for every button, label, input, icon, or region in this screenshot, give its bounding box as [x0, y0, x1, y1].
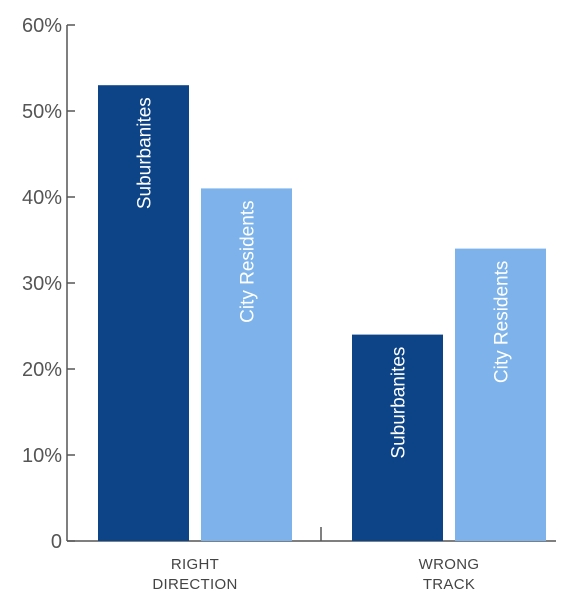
bar-city-residents-wrong-track — [455, 248, 546, 541]
bar-series-label: City Residents — [492, 261, 513, 384]
x-category-label: WRONG — [419, 556, 480, 573]
axes: 0 10% 20% 30% 40% 50% 60% — [22, 15, 556, 553]
bars: Suburbanites City Residents Suburbanites Ci… — [98, 85, 546, 541]
y-tick-label: 30% — [22, 273, 62, 295]
y-tick-label: 40% — [22, 187, 62, 209]
bar-series-label: Suburbanites — [135, 97, 156, 209]
bar-suburbanites-right-direction — [98, 85, 189, 541]
x-category-label: RIGHT — [171, 556, 219, 573]
y-tick-label: 10% — [22, 445, 62, 467]
bar-series-label: City Residents — [238, 200, 259, 323]
bar-suburbanites-wrong-track — [352, 334, 443, 541]
x-category-label: DIRECTION — [152, 576, 237, 593]
y-tick-label: 20% — [22, 359, 62, 381]
bar-city-residents-right-direction — [201, 188, 292, 541]
y-tick-label: 60% — [22, 15, 62, 37]
labels: RIGHT DIRECTION WRONG TRACK — [152, 556, 479, 593]
bar-series-label: Suburbanites — [389, 347, 410, 459]
x-category-label: TRACK — [423, 576, 475, 593]
y-tick-label: 50% — [22, 101, 62, 123]
y-tick-label: 0 — [51, 531, 62, 553]
